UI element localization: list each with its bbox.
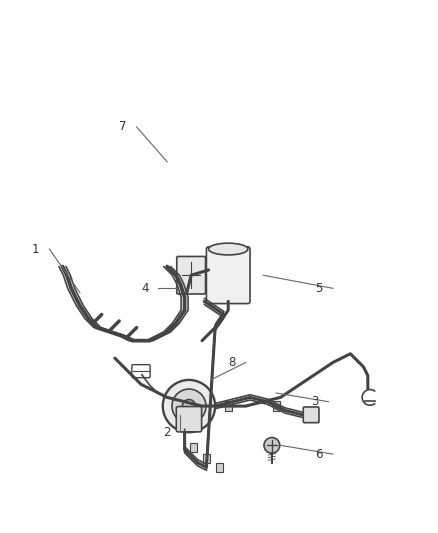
Text: 2: 2 xyxy=(162,426,170,439)
FancyBboxPatch shape xyxy=(206,247,250,304)
FancyBboxPatch shape xyxy=(303,407,318,423)
Bar xyxy=(202,454,209,463)
Text: 7: 7 xyxy=(119,120,127,133)
Text: 3: 3 xyxy=(311,395,318,408)
Circle shape xyxy=(172,389,205,423)
Bar xyxy=(272,401,279,411)
Circle shape xyxy=(182,400,195,413)
FancyBboxPatch shape xyxy=(131,365,150,378)
Text: 1: 1 xyxy=(32,243,39,255)
Circle shape xyxy=(263,438,279,453)
Bar xyxy=(224,401,231,411)
FancyBboxPatch shape xyxy=(177,256,205,294)
Bar xyxy=(189,443,196,452)
Text: 8: 8 xyxy=(228,356,235,369)
Text: 5: 5 xyxy=(315,282,322,295)
Bar xyxy=(215,463,223,472)
FancyBboxPatch shape xyxy=(176,407,201,432)
Circle shape xyxy=(162,380,215,432)
Text: 4: 4 xyxy=(141,282,148,295)
Text: 6: 6 xyxy=(315,448,322,461)
Ellipse shape xyxy=(208,243,247,255)
